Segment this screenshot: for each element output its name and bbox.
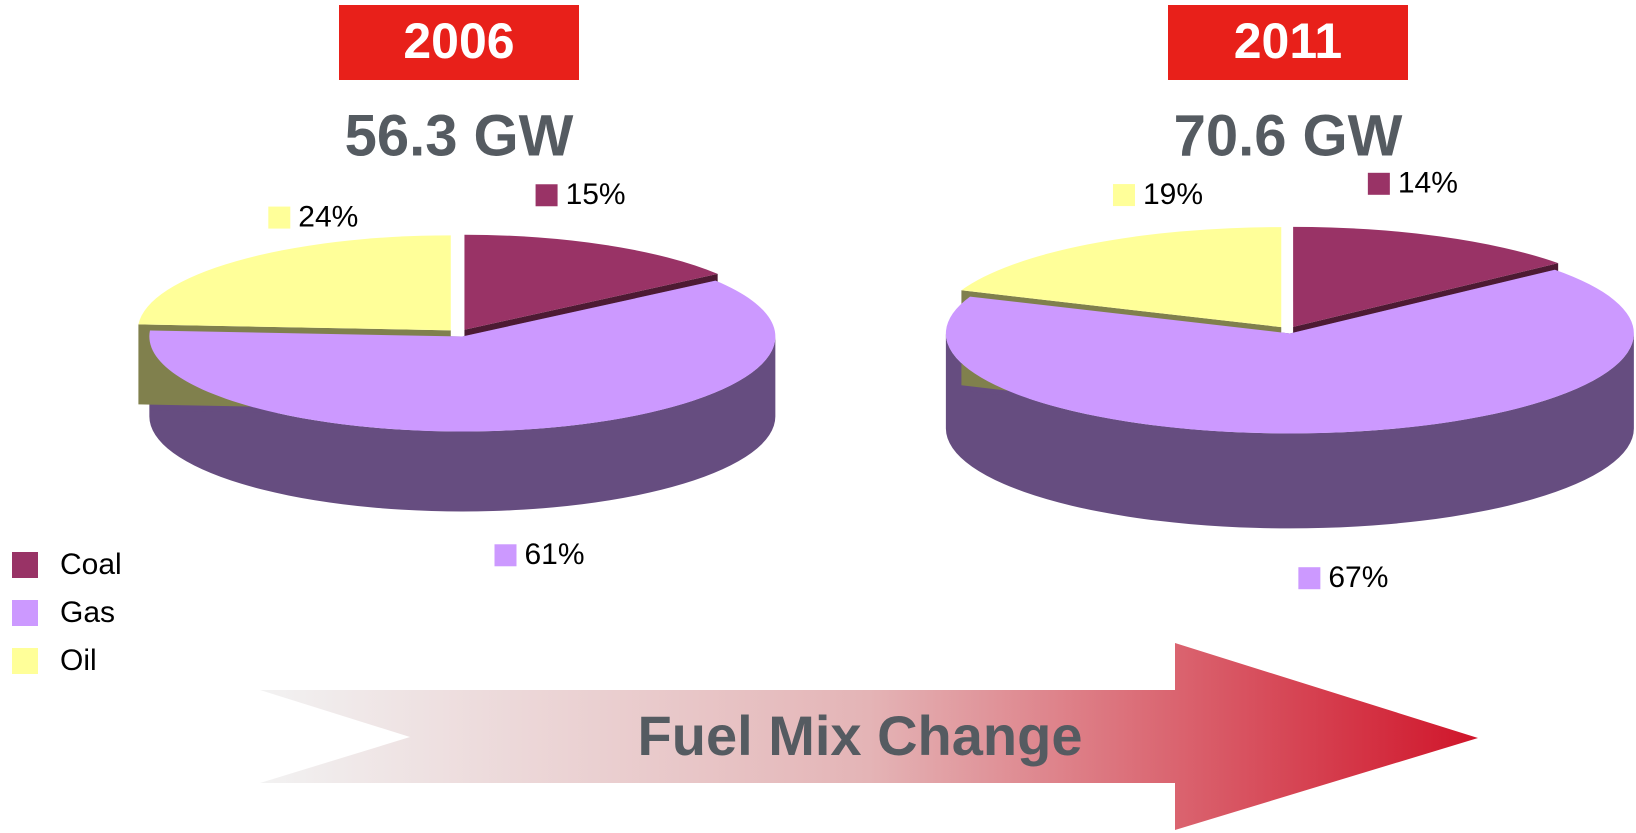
legend-swatch: [12, 600, 38, 626]
label-swatch: [1367, 172, 1390, 195]
pie-side: [945, 333, 1634, 529]
legend-swatch: [12, 648, 38, 674]
arrow: [260, 643, 1478, 830]
label-swatch: [494, 544, 517, 567]
chart-subtitle: 56.3 GW: [345, 103, 574, 168]
data-label: 15%: [566, 178, 626, 211]
label-swatch: [535, 184, 558, 207]
legend-label: Coal: [60, 548, 122, 581]
arrow-text: Fuel Mix Change: [638, 704, 1083, 767]
year-box: [339, 5, 579, 80]
data-label: 67%: [1328, 561, 1388, 594]
data-label: 14%: [1398, 167, 1458, 200]
pie-slice: [1293, 226, 1559, 327]
chart-title: 2011: [1234, 13, 1342, 69]
data-label: 19%: [1143, 178, 1203, 211]
label-swatch: [1298, 567, 1321, 590]
label-swatch: [1112, 184, 1135, 207]
year-box: [1168, 5, 1408, 80]
data-label: 24%: [298, 201, 358, 234]
pie-slice: [945, 269, 1634, 434]
chart-title: 2006: [403, 13, 514, 69]
legend-label: Oil: [60, 644, 97, 677]
pie-slice: [464, 234, 718, 330]
legend-swatch: [12, 552, 38, 578]
chart-subtitle: 70.6 GW: [1174, 103, 1403, 168]
pie-slice: [149, 280, 776, 432]
pie-side: [149, 336, 776, 512]
data-label: 61%: [524, 538, 584, 571]
legend-label: Gas: [60, 596, 115, 629]
pie-slice: [138, 235, 451, 331]
pie-slice: [961, 227, 1282, 328]
label-swatch: [268, 206, 291, 229]
